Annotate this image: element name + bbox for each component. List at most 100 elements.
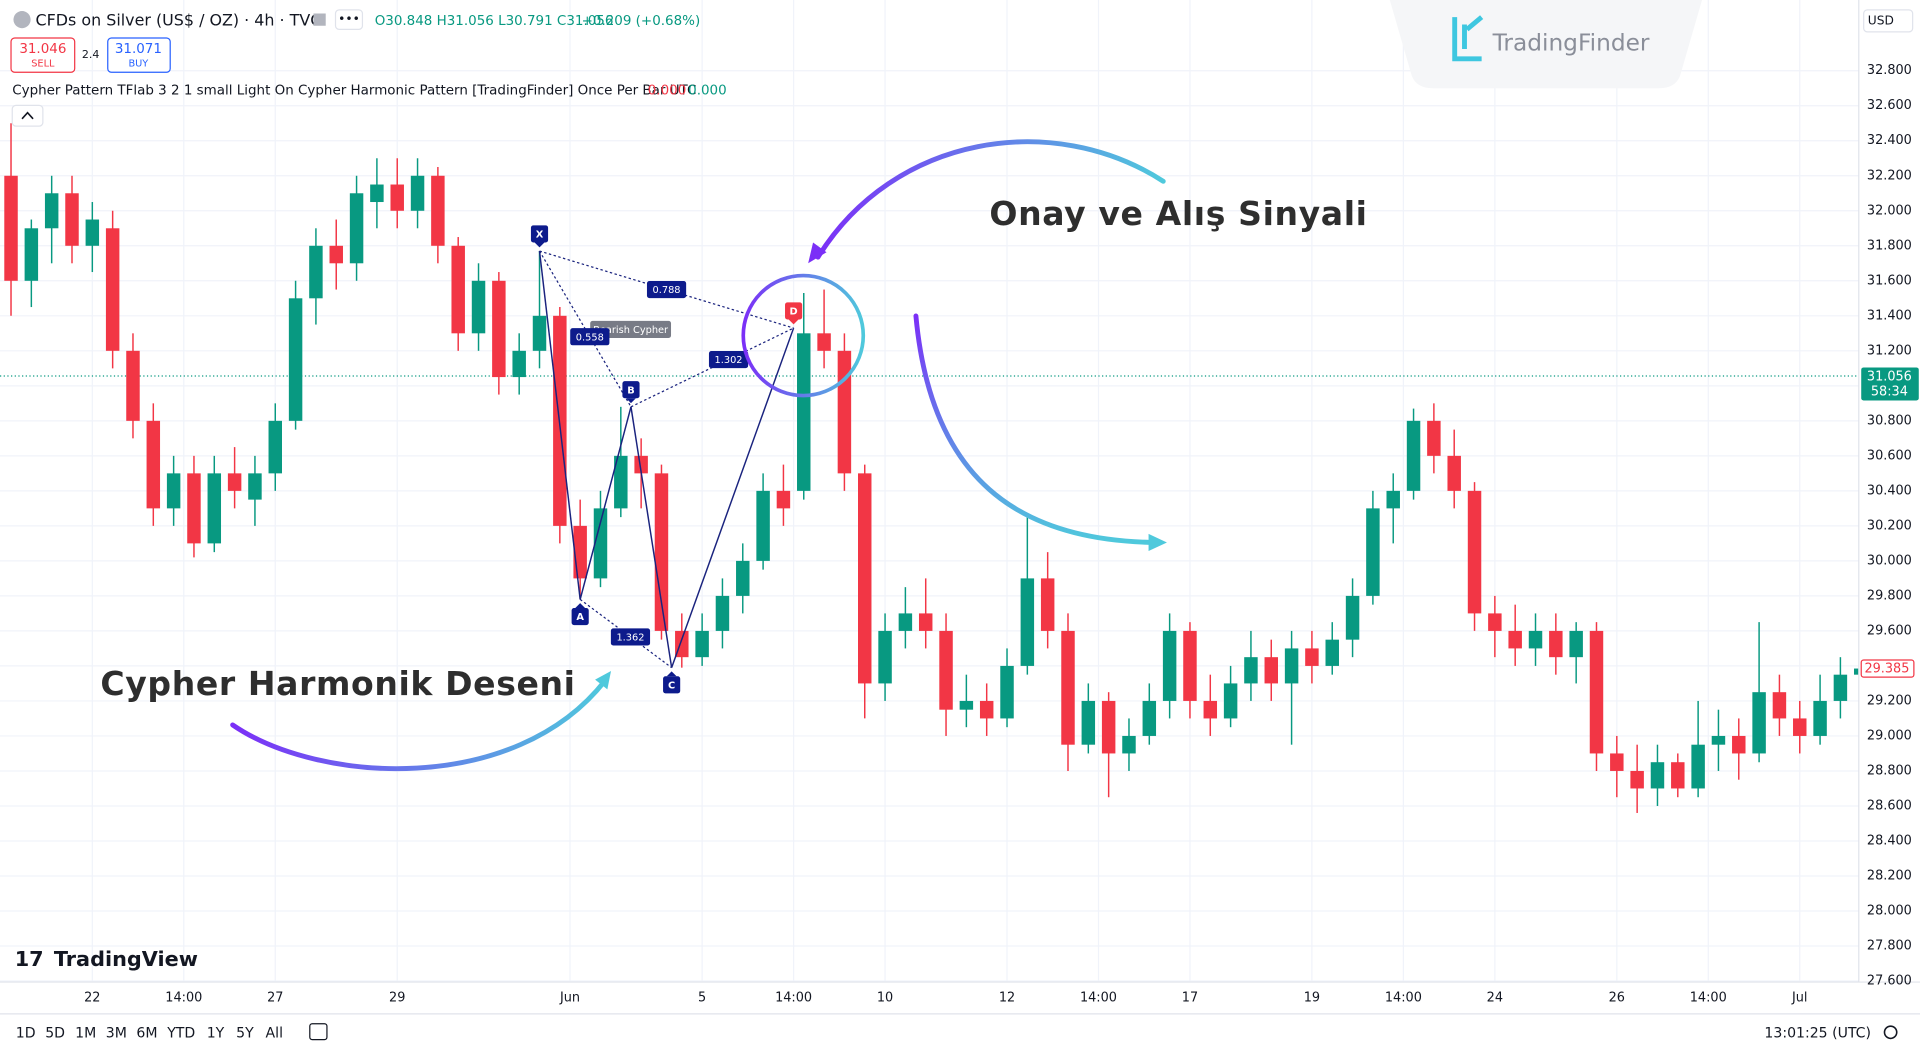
candle-body <box>4 175 18 281</box>
sell-price: 31.046 <box>19 42 66 57</box>
range-button[interactable]: 1Y <box>207 1025 225 1041</box>
candle-body <box>1061 630 1075 745</box>
y-tick-label: 28.400 <box>1867 833 1912 848</box>
candle-body <box>918 613 933 631</box>
tv-logo: TradingView <box>54 947 198 971</box>
y-tick-label: 31.200 <box>1867 343 1912 358</box>
candle-body <box>126 350 140 421</box>
collapse-button[interactable] <box>11 104 44 127</box>
currency-button[interactable] <box>1863 9 1914 33</box>
x-tick-label: 14:00 <box>1080 990 1117 1005</box>
candle-body <box>1589 630 1604 754</box>
range-button[interactable]: 1D <box>16 1025 36 1041</box>
buy-button[interactable] <box>107 37 171 73</box>
sell-button[interactable] <box>10 37 76 73</box>
candle-body <box>1366 508 1380 596</box>
settings-icon[interactable] <box>1883 1025 1898 1040</box>
range-button[interactable]: All <box>266 1025 283 1041</box>
y-tick-label: 27.800 <box>1867 939 1912 954</box>
brand-name: TradingFinder <box>1492 30 1650 57</box>
annotation: Onay ve Alış Sinyali <box>989 194 1367 233</box>
candle-body <box>349 193 364 264</box>
currency: USD <box>1868 13 1894 27</box>
x-tick-label: 14:00 <box>165 990 202 1005</box>
arrow-head <box>808 242 827 264</box>
point-label: D <box>790 307 798 318</box>
clock[interactable]: 13:01:25 (UTC) <box>1764 1025 1871 1041</box>
candle-body <box>1813 700 1827 736</box>
ratio-box <box>570 328 610 346</box>
candle-body <box>1711 735 1726 745</box>
candle-body <box>1569 630 1583 658</box>
y-tick-label: 30.000 <box>1867 553 1912 568</box>
symbol[interactable]: CFDs on Silver (US$ / OZ) · 4h · TVC <box>36 10 322 29</box>
point-pointer <box>788 319 799 325</box>
candle-body <box>1650 762 1665 789</box>
y-tick-label: 28.800 <box>1867 763 1912 778</box>
range-button[interactable]: 5D <box>45 1025 65 1041</box>
point-marker <box>663 676 681 694</box>
annotation: Cypher Harmonik Deseni <box>100 664 575 703</box>
pattern-name-box <box>590 320 672 338</box>
range-button[interactable]: 5Y <box>236 1025 254 1041</box>
y-tick-label: 27.600 <box>1867 974 1912 989</box>
close-price-box <box>1860 659 1915 678</box>
candle-body <box>1549 630 1563 658</box>
y-tick-label: 29.800 <box>1867 588 1912 603</box>
range-button[interactable]: 6M <box>136 1025 157 1041</box>
toolbar: 1D 5D 1M 3M 6M YTD 1Y 5Y All 13:01:25 (UTC) <box>16 1023 1898 1041</box>
candle-body <box>288 298 303 421</box>
candle-body <box>1447 455 1461 491</box>
candle-body <box>166 473 181 509</box>
y-tick-label: 31.600 <box>1867 273 1912 288</box>
candle-body <box>1386 490 1400 509</box>
range-button[interactable]: 1M <box>75 1025 96 1041</box>
y-tick-label: 29.200 <box>1867 693 1912 708</box>
candle-body <box>1264 657 1278 684</box>
time-axis <box>0 982 1920 1014</box>
y-tick-label: 30.400 <box>1867 483 1912 498</box>
candle-body <box>390 184 404 211</box>
x-tick-label: 24 <box>1487 990 1503 1005</box>
range-button[interactable]: YTD <box>166 1025 195 1041</box>
ratio-box <box>610 628 651 646</box>
x-tick-label: 26 <box>1609 990 1625 1005</box>
x-tick-label: 14:00 <box>1690 990 1727 1005</box>
brand-tab <box>1389 0 1703 89</box>
y-tick-label: 31.800 <box>1867 238 1912 253</box>
candle-body <box>1081 700 1096 745</box>
candle-body <box>878 630 892 684</box>
candle-body <box>532 315 547 351</box>
y-tick-label: 32.200 <box>1867 168 1912 183</box>
candle-body <box>329 245 343 264</box>
range-button[interactable]: 3M <box>106 1025 127 1041</box>
point-pointer <box>626 398 636 404</box>
arrow-head <box>595 671 612 690</box>
more-button[interactable] <box>334 9 364 31</box>
candle-body <box>492 280 506 378</box>
pattern-name: Bearish Cypher <box>593 325 669 336</box>
y-tick-label: 29.600 <box>1867 623 1912 638</box>
arrow <box>815 139 1166 260</box>
candle-body <box>1345 595 1360 640</box>
y-tick-label: 32.600 <box>1867 98 1912 113</box>
indicator[interactable]: Cypher Pattern TFlab 3 2 1 small Light O… <box>12 84 696 99</box>
pattern-leg <box>579 406 632 600</box>
candle-body <box>1223 683 1238 719</box>
arrow-head <box>1148 533 1167 552</box>
candle-body <box>248 473 262 500</box>
candle-body <box>614 455 628 509</box>
sell-label: SELL <box>31 59 55 70</box>
x-tick-label: 10 <box>877 990 893 1005</box>
close-price-label: 29.385 <box>1864 662 1909 677</box>
candle-body <box>471 280 486 334</box>
x-tick-label: 12 <box>999 990 1015 1005</box>
calendar-icon[interactable] <box>309 1023 328 1041</box>
candle-body <box>817 333 831 351</box>
pattern: Bearish Cypher 0.788 0.558 1.302 1.362 X A B C D <box>530 225 803 694</box>
y-tick-label: 30.600 <box>1867 448 1912 463</box>
indicator-value: 0.000 <box>688 84 727 99</box>
grid <box>0 0 1859 983</box>
candle-body <box>979 700 994 719</box>
